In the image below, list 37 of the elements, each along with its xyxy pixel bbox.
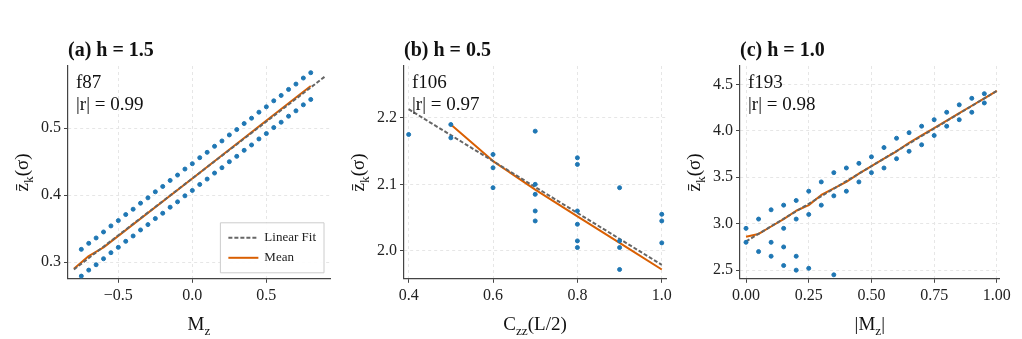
y-tick-label: 0.3 (41, 252, 61, 270)
x-tick-label: 0.00 (732, 285, 761, 303)
chart-title: (c) h = 1.0 (740, 38, 825, 61)
annotation: |r| = 0.99 (76, 93, 144, 114)
y-tick-label: 2.2 (377, 108, 397, 126)
y-axis-title: z̄k(σ) (683, 153, 708, 192)
y-axis-title: z̄k(σ) (347, 153, 372, 192)
x-tick-label: 0.50 (857, 285, 886, 303)
y-axis-title: z̄k(σ) (11, 153, 36, 192)
x-tick-label: 0.8 (567, 285, 588, 303)
x-tick-label: 0.75 (920, 285, 949, 303)
y-tick-label: 3.5 (713, 167, 733, 185)
legend-label: Linear Fit (264, 229, 317, 245)
x-tick-label: 0.0 (182, 285, 203, 303)
legend-label: Mean (264, 249, 295, 265)
y-tick-label: 0.4 (41, 185, 61, 203)
annotation: f193 (748, 71, 783, 92)
chart-title: (a) h = 1.5 (68, 38, 154, 61)
annotation: f106 (412, 71, 447, 92)
y-tick-label: 0.5 (41, 118, 61, 136)
y-tick-label: 4.0 (713, 121, 733, 139)
y-tick-label: 2.0 (377, 241, 397, 259)
x-tick-label: 0.5 (256, 285, 277, 303)
annotation: |r| = 0.97 (412, 93, 480, 114)
x-tick-label: 0.25 (794, 285, 823, 303)
x-tick-label: −0.5 (103, 285, 133, 303)
x-tick-label: 1.0 (651, 285, 672, 303)
x-tick-label: 1.00 (982, 285, 1011, 303)
annotation: f87 (76, 71, 102, 92)
y-tick-label: 3.0 (713, 213, 733, 231)
x-tick-label: 0.4 (398, 285, 419, 303)
y-tick-label: 2.1 (377, 174, 397, 192)
annotation: |r| = 0.98 (748, 93, 816, 114)
y-tick-label: 2.5 (713, 260, 733, 278)
chart-title: (b) h = 0.5 (404, 38, 491, 61)
y-tick-label: 4.5 (713, 74, 733, 92)
x-tick-label: 0.6 (483, 285, 504, 303)
